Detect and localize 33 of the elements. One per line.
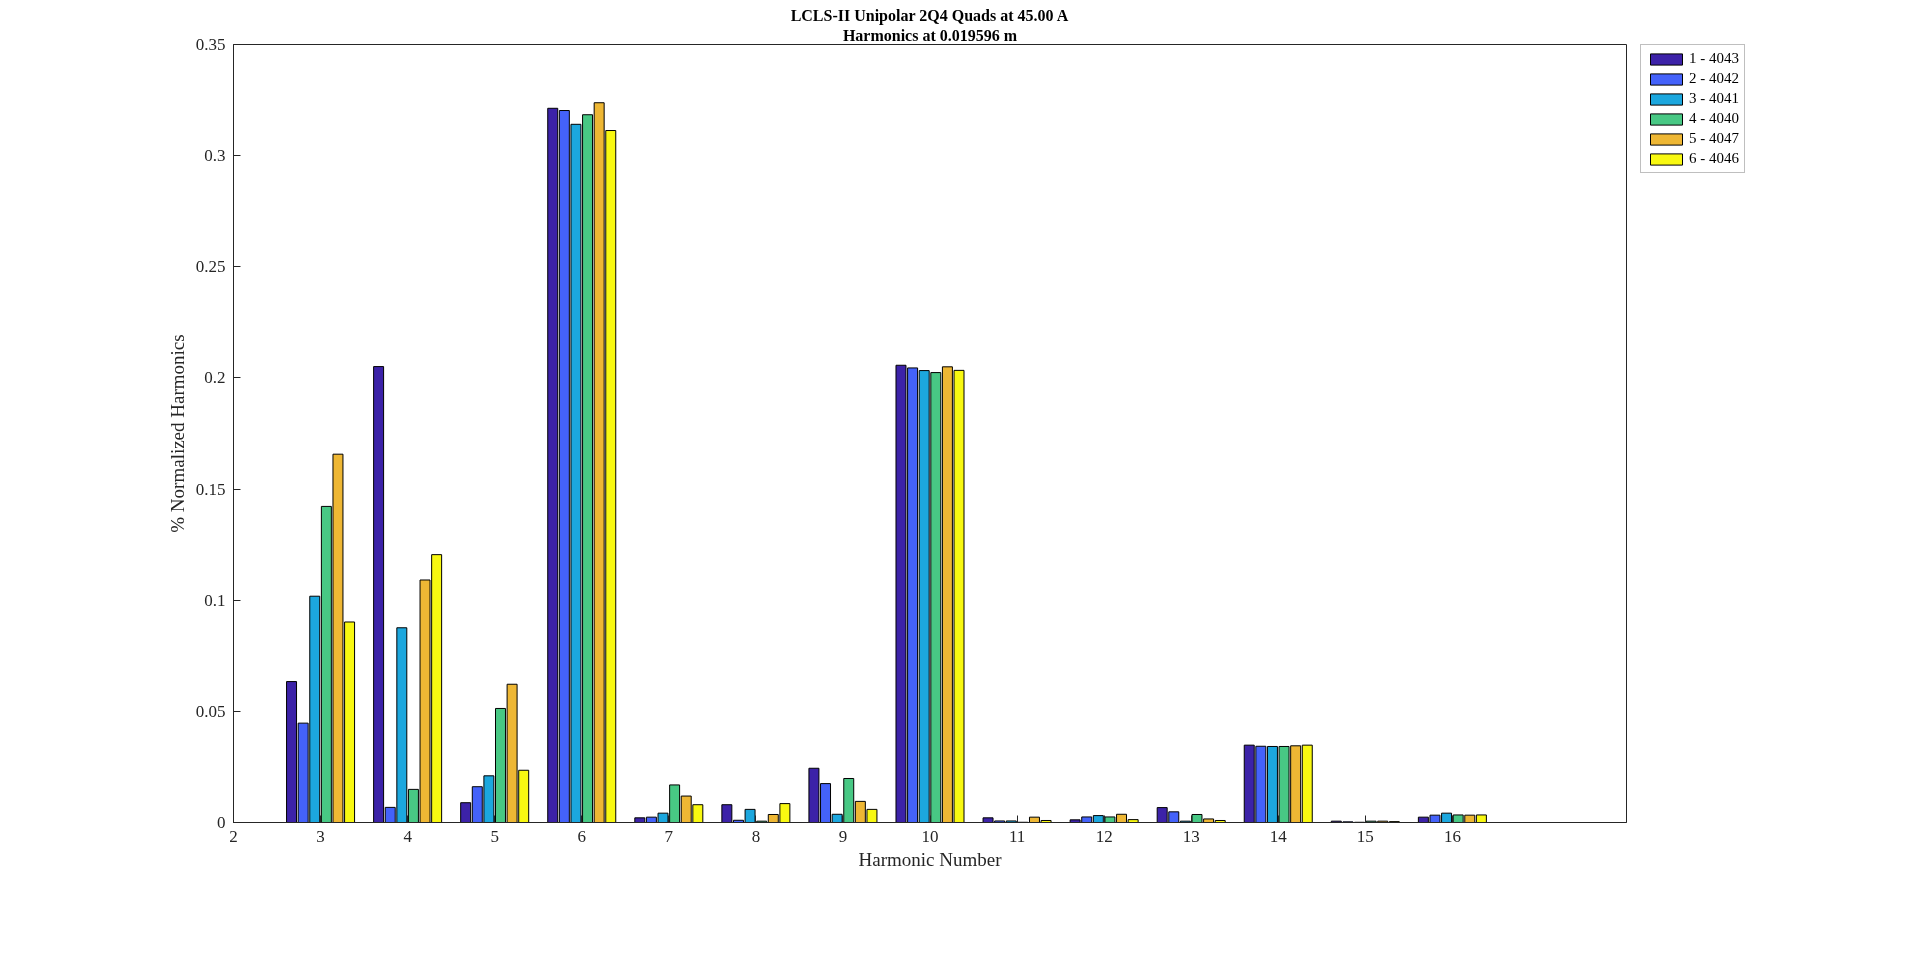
- legend-label: 2 - 4042: [1689, 70, 1739, 87]
- legend-label: 4 - 4040: [1689, 110, 1739, 127]
- x-tick-label: 8: [751, 826, 761, 846]
- x-tick-label: 2: [229, 826, 238, 846]
- legend-label: 6 - 4046: [1689, 150, 1739, 167]
- y-tick-label: 0.05: [195, 701, 226, 721]
- legend-label: 1 - 4043: [1689, 50, 1739, 67]
- x-tick-label: 5: [490, 826, 499, 846]
- x-tick-label: 6: [577, 826, 586, 846]
- y-tick-label: 0.3: [204, 146, 226, 166]
- x-tick-label: 16: [1443, 826, 1461, 846]
- x-tick-label: 4: [403, 826, 413, 846]
- y-tick-label: 0.35: [195, 35, 226, 54]
- x-tick-label: 11: [1008, 826, 1026, 846]
- x-tick-label: 15: [1356, 826, 1374, 846]
- y-tick-label: 0: [217, 813, 226, 832]
- x-tick-label: 10: [921, 826, 939, 846]
- chart-subtitle: Harmonics at 0.019596 m: [842, 26, 1018, 44]
- x-tick-label: 14: [1269, 826, 1288, 846]
- y-tick-label: 0.25: [195, 257, 226, 277]
- x-tick-label: 3: [316, 826, 325, 846]
- x-tick-label: 12: [1095, 826, 1113, 846]
- legend-label: 3 - 4041: [1689, 90, 1739, 107]
- x-tick-label: 13: [1182, 826, 1200, 846]
- x-tick-label: 7: [664, 826, 674, 846]
- x-tick-label: 9: [838, 826, 848, 846]
- y-tick-label: 0.15: [195, 479, 226, 499]
- y-axis-title: % Normalized Harmonics: [166, 334, 188, 533]
- y-tick-label: 0.2: [204, 368, 226, 388]
- y-tick-label: 0.1: [204, 590, 226, 610]
- legend-label: 5 - 4047: [1689, 130, 1739, 147]
- x-axis-title: Harmonic Number: [858, 848, 1003, 870]
- chart-title: LCLS-II Unipolar 2Q4 Quads at 45.00 A: [790, 6, 1069, 25]
